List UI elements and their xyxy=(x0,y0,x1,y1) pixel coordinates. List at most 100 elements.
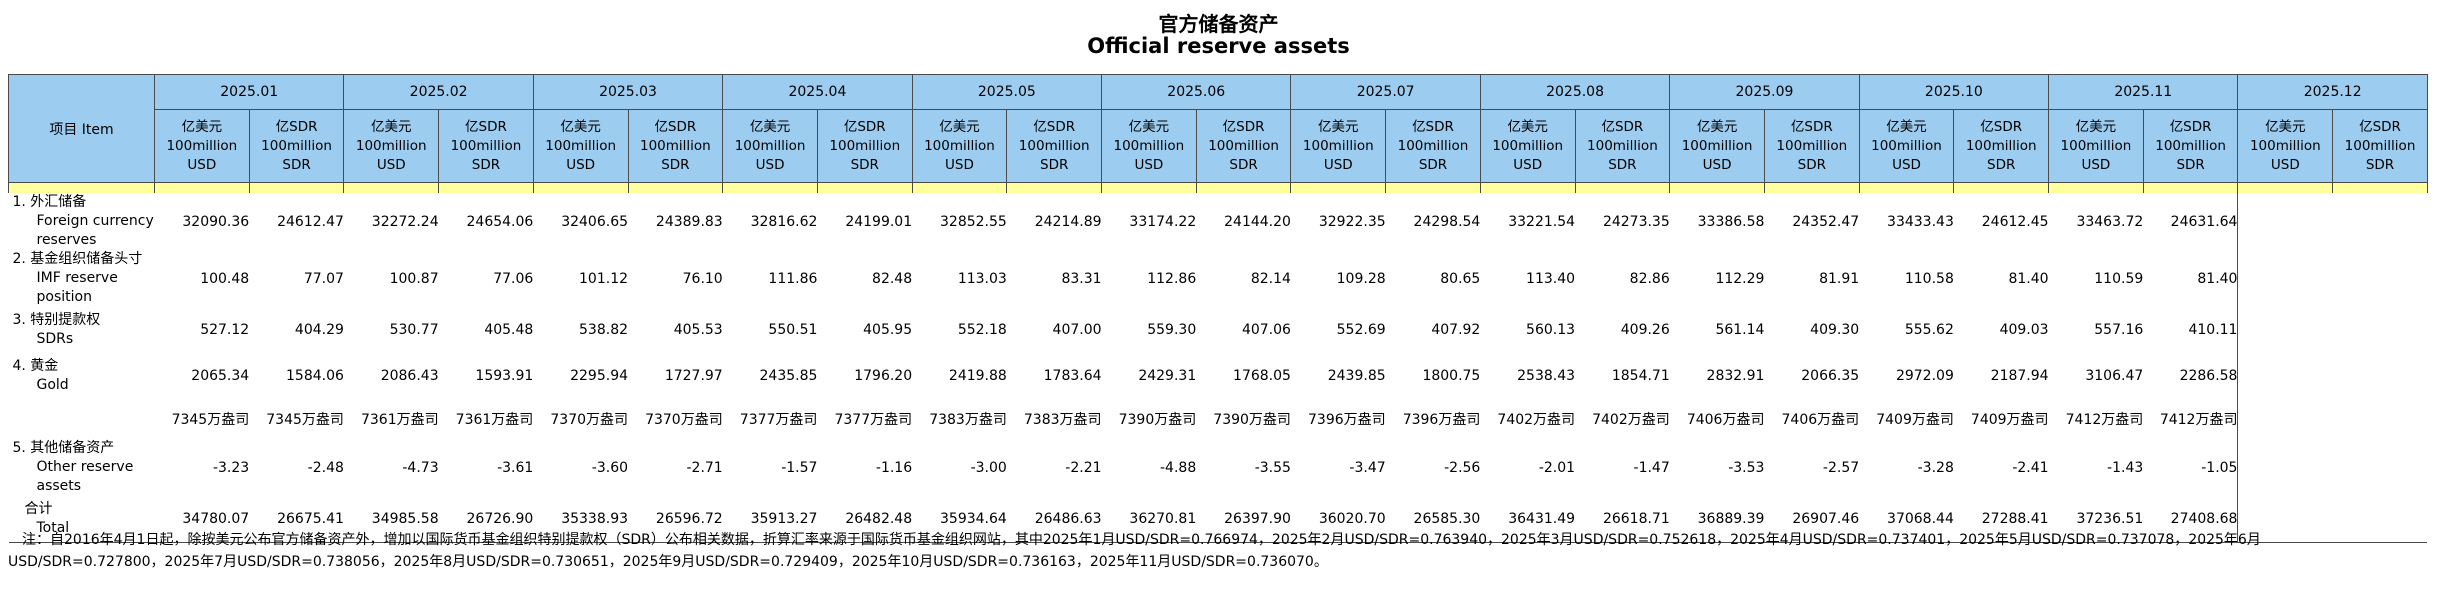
row-label-cn: 5. 其他储备资产 xyxy=(12,440,115,456)
value-cell: 26397.90 xyxy=(1196,496,1291,543)
value-cell: -2.41 xyxy=(2012,459,2049,476)
unit-header-sdr: 亿SDR 100million SDR xyxy=(627,109,724,183)
value-cell: 37236.51 xyxy=(2048,496,2144,543)
value-cell: 407.00 xyxy=(1052,322,1102,338)
value-cell: 2832.91 xyxy=(1706,368,1765,384)
unit-header-sdr: 亿SDR 100million SDR xyxy=(1574,109,1671,183)
row-label-cn: 3. 特别提款权 xyxy=(12,312,101,328)
value-cell xyxy=(2333,399,2428,439)
value-cell: 26596.72 xyxy=(628,496,723,543)
row-label: 合计 Total xyxy=(8,496,155,543)
value-cell: 7396万盎司 xyxy=(1402,412,1481,428)
unit-text: 亿SDR xyxy=(1980,118,2023,135)
row-label-cn: 1. 外汇储备 xyxy=(12,194,87,210)
value-cell: 552.69 xyxy=(1336,322,1386,338)
value-cell: 2419.88 xyxy=(948,368,1007,384)
value-cell xyxy=(2333,250,2428,307)
unit-text: 亿美元 xyxy=(560,118,601,135)
value-cell: 24389.83 xyxy=(655,213,723,230)
unit-text: 100million xyxy=(734,137,806,154)
value-cell: 32852.55 xyxy=(940,213,1007,230)
value-cell: 2538.43 xyxy=(1517,368,1576,384)
value-cell: 24612.45 xyxy=(1981,213,2049,230)
unit-text: 100million xyxy=(2249,137,2321,154)
value-cell: 100.87 xyxy=(389,270,439,287)
value-cell: 80.65 xyxy=(1440,270,1481,287)
unit-header-usd: 亿美元 100million USD xyxy=(1290,109,1387,183)
table-row: 7345万盎司 7345万盎司 7361万盎司 7361万盎司 7370万盎司 7370万… xyxy=(9,399,2428,439)
unit-header-usd: 亿美元 100million USD xyxy=(1101,109,1197,183)
value-cell: 538.82 xyxy=(579,322,629,338)
month-header: 2025.01 xyxy=(153,74,345,110)
value-cell: 2435.85 xyxy=(759,368,818,384)
unit-header-usd: 亿美元 100million USD xyxy=(343,109,440,183)
value-cell: 26726.90 xyxy=(438,496,534,543)
value-cell: 409.26 xyxy=(1620,322,1670,338)
unit-text: SDR xyxy=(1040,156,1069,173)
unit-text: 亿美元 xyxy=(2075,118,2117,135)
unit-text: 100million xyxy=(924,137,995,154)
value-cell: -3.23 xyxy=(212,459,250,476)
unit-text: 100million xyxy=(2060,137,2132,154)
value-cell: 33433.43 xyxy=(1887,213,1954,230)
unit-text: 100million xyxy=(2155,137,2226,154)
value-cell: 24298.54 xyxy=(1413,213,1481,230)
unit-text: SDR xyxy=(282,156,311,173)
value-cell: 7402万盎司 xyxy=(1497,412,1576,428)
footnote-line-2: USD/SDR=0.727800，2025年7月USD/SDR=0.738056… xyxy=(8,554,1328,570)
item-column-header: 项目 Item xyxy=(8,74,155,183)
value-cell: 111.86 xyxy=(768,270,818,287)
value-cell: -3.28 xyxy=(1917,459,1954,476)
value-cell: 100.48 xyxy=(200,270,250,287)
unit-text: 亿SDR xyxy=(275,118,318,135)
unit-text: 亿美元 xyxy=(371,118,412,135)
row-label-en: SDRs xyxy=(36,331,74,347)
value-cell xyxy=(2333,193,2428,250)
table-row: 合计 Total 34780.07 26675.41 34985.58 26726.90 3… xyxy=(8,496,2428,543)
unit-text: 100million xyxy=(261,137,332,154)
unit-text: 亿美元 xyxy=(1886,118,1927,135)
value-cell: 36020.70 xyxy=(1290,496,1386,543)
value-cell: 32922.35 xyxy=(1318,213,1386,230)
row-label-en: Gold xyxy=(36,377,69,393)
unit-text: USD xyxy=(376,156,406,173)
value-cell: 82.14 xyxy=(1250,270,1291,287)
value-cell: 561.14 xyxy=(1715,322,1765,338)
value-cell: 405.95 xyxy=(863,322,913,338)
value-cell: 113.03 xyxy=(957,270,1007,287)
value-cell: 82.48 xyxy=(872,270,913,287)
unit-text: USD xyxy=(945,156,974,173)
value-cell: -3.00 xyxy=(970,459,1007,476)
row-label: 5. 其他储备资产 Other reserve assets xyxy=(9,439,155,496)
month-header: 2025.05 xyxy=(911,74,1103,110)
unit-text: USD xyxy=(1323,156,1353,173)
unit-text: USD xyxy=(566,156,596,173)
value-cell: 7396万盎司 xyxy=(1308,412,1386,428)
unit-text: USD xyxy=(2270,156,2300,173)
value-cell: 112.86 xyxy=(1147,270,1197,287)
value-cell: 27408.68 xyxy=(2143,496,2239,543)
value-cell: 527.12 xyxy=(200,322,250,338)
unit-header-usd: 亿美元 100million USD xyxy=(532,109,629,183)
value-cell: 77.06 xyxy=(493,270,534,287)
unit-text: 100million xyxy=(829,137,901,154)
month-header: 2025.02 xyxy=(343,74,534,110)
value-cell: 33174.22 xyxy=(1129,213,1197,230)
unit-text: SDR xyxy=(2176,156,2205,173)
value-cell: 24273.35 xyxy=(1602,213,1670,230)
value-cell xyxy=(2238,439,2333,496)
value-cell: 410.11 xyxy=(2143,307,2239,353)
value-cell: 7361万盎司 xyxy=(455,412,534,428)
unit-header-usd: 亿美元 100million USD xyxy=(2237,109,2334,183)
value-cell: 77.07 xyxy=(303,270,344,287)
value-cell: -4.73 xyxy=(402,459,439,476)
value-cell: 35934.64 xyxy=(912,496,1007,543)
row-label xyxy=(9,399,155,439)
value-cell: 409.03 xyxy=(1999,322,2049,338)
value-cell: 76.10 xyxy=(682,270,723,287)
value-cell: 34780.07 xyxy=(154,496,250,543)
value-cell xyxy=(2238,307,2333,353)
unit-text: 100million xyxy=(1397,137,1469,154)
value-cell: -1.47 xyxy=(1633,459,1670,476)
unit-text: 亿美元 xyxy=(2265,118,2306,135)
